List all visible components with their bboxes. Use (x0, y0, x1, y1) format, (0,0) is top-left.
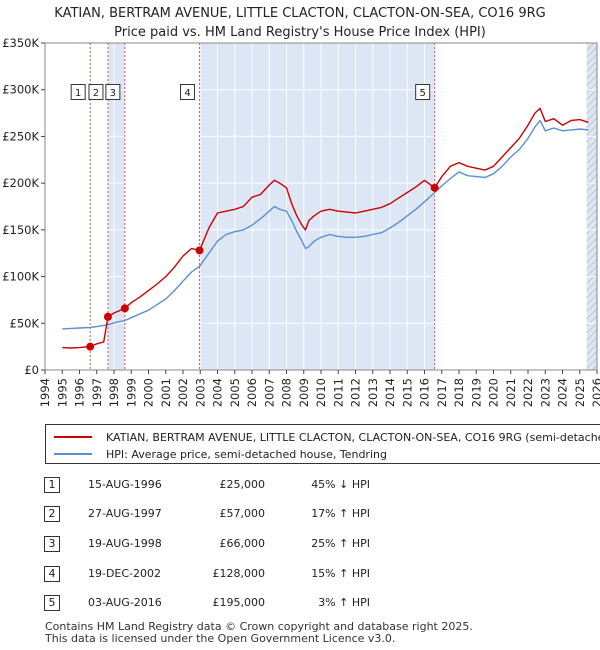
transaction-number: 3 (44, 536, 60, 552)
y-tick-label: £250K (2, 129, 39, 143)
table-row: 5 03-AUG-2016 £195,000 3% ↑ HPI (0, 594, 600, 614)
transaction-price: £195,000 (212, 596, 266, 609)
x-tick-label: 2011 (331, 378, 345, 407)
marker-box-4 (180, 84, 196, 101)
transaction-price: £66,000 (219, 537, 266, 550)
y-tick-label: £200K (2, 176, 39, 190)
sale-point-5 (430, 183, 439, 192)
x-tick-label: 1999 (124, 378, 138, 407)
transaction-price: £57,000 (219, 507, 266, 520)
marker-label-4: 4 (184, 88, 190, 99)
x-tick-label: 2017 (435, 378, 449, 407)
transaction-date: 19-DEC-2002 (88, 567, 162, 580)
y-tick-label: £150K (2, 223, 39, 237)
x-tick-label: 2025 (573, 378, 587, 407)
x-tick-label: 1996 (73, 378, 87, 407)
marker-box-1 (70, 84, 86, 101)
shaded-span (199, 43, 435, 370)
x-tick-label: 2020 (487, 378, 501, 407)
x-tick-label: 2000 (142, 378, 156, 407)
transaction-date: 27-AUG-1997 (88, 507, 162, 520)
marker-label-1: 1 (75, 88, 81, 99)
x-tick-label: 2021 (504, 378, 518, 407)
footer-copyright: Contains HM Land Registry data © Crown c… (45, 620, 473, 633)
x-tick-label: 1997 (90, 378, 104, 407)
table-row: 2 27-AUG-1997 £57,000 17% ↑ HPI (0, 505, 600, 525)
transaction-hpi-diff: 45% ↓ HPI (311, 478, 370, 491)
price-paid-line (62, 107, 589, 349)
x-tick-label: 2003 (193, 378, 207, 407)
transaction-hpi-diff: 3% ↑ HPI (318, 596, 370, 609)
x-tick-label: 2018 (452, 378, 466, 407)
x-tick-label: 2008 (280, 378, 294, 407)
transaction-hpi-diff: 25% ↑ HPI (311, 537, 370, 550)
legend-label-price-paid: KATIAN, BERTRAM AVENUE, LITTLE CLACTON, … (106, 430, 600, 444)
x-tick-label: 2022 (521, 378, 535, 407)
x-tick-label: 2004 (211, 378, 225, 407)
legend-item-hpi: HPI: Average price, semi-detached house,… (54, 446, 387, 462)
x-tick-label: 2013 (366, 378, 380, 407)
x-tick-label: 2006 (245, 378, 259, 407)
transaction-number: 5 (44, 595, 60, 611)
x-tick-label: 2010 (314, 378, 328, 407)
marker-label-2: 2 (93, 88, 99, 99)
price-chart: 1 2 3 4 5£0£50K£100K£150K£200K£250K£300K£350… (2, 36, 600, 407)
transaction-hpi-diff: 17% ↑ HPI (311, 507, 370, 520)
transaction-date: 03-AUG-2016 (88, 596, 162, 609)
x-tick-label: 1998 (107, 378, 121, 407)
transaction-price: £25,000 (219, 478, 266, 491)
y-tick-label: £0 (24, 363, 39, 377)
x-tick-label: 1995 (55, 378, 69, 407)
chart-title: KATIAN, BERTRAM AVENUE, LITTLE CLACTON, … (54, 6, 546, 21)
x-tick-label: 2007 (262, 378, 276, 407)
x-tick-label: 2002 (176, 378, 190, 407)
x-tick-label: 2019 (469, 378, 483, 407)
y-tick-label: £350K (2, 36, 39, 50)
x-tick-label: 2012 (349, 378, 363, 407)
x-tick-label: 2023 (538, 378, 552, 407)
shaded-span (107, 43, 125, 370)
table-row: 1 15-AUG-1996 £25,000 45% ↓ HPI (0, 476, 600, 496)
table-row: 4 19-DEC-2002 £128,000 15% ↑ HPI (0, 565, 600, 585)
transaction-number: 4 (44, 566, 60, 582)
x-tick-label: 2001 (159, 378, 173, 407)
hpi-line (62, 119, 589, 330)
transaction-number: 2 (44, 506, 60, 522)
x-tick-label: 1994 (38, 378, 52, 407)
marker-box-3 (105, 84, 121, 101)
transaction-hpi-diff: 15% ↑ HPI (311, 567, 370, 580)
footer-license: This data is licensed under the Open Gov… (45, 632, 396, 645)
x-tick-label: 2015 (400, 378, 414, 407)
x-tick-label: 2026 (590, 378, 600, 407)
transaction-price: £128,000 (212, 567, 266, 580)
y-tick-label: £100K (2, 270, 39, 284)
y-tick-label: £300K (2, 83, 39, 97)
legend-item-price-paid: KATIAN, BERTRAM AVENUE, LITTLE CLACTON, … (54, 429, 600, 445)
legend: KATIAN, BERTRAM AVENUE, LITTLE CLACTON, … (45, 424, 600, 464)
x-tick-label: 2005 (228, 378, 242, 407)
table-row: 3 19-AUG-1998 £66,000 25% ↑ HPI (0, 535, 600, 555)
chart-subtitle: Price paid vs. HM Land Registry's House … (114, 25, 486, 40)
legend-red-line-icon (54, 436, 92, 438)
marker-label-5: 5 (419, 88, 425, 99)
x-tick-label: 2016 (418, 378, 432, 407)
transaction-date: 19-AUG-1998 (88, 537, 162, 550)
marker-box-2 (88, 84, 104, 101)
x-tick-label: 2009 (297, 378, 311, 407)
sale-point-3 (120, 304, 129, 313)
marker-label-3: 3 (110, 88, 116, 99)
sale-point-1 (86, 342, 95, 351)
sale-point-2 (103, 312, 112, 321)
marker-box-5 (415, 84, 431, 101)
future-hatch (586, 43, 597, 370)
legend-blue-line-icon (54, 453, 92, 455)
x-tick-label: 2024 (556, 378, 570, 407)
legend-label-hpi: HPI: Average price, semi-detached house,… (106, 447, 387, 461)
y-tick-label: £50K (10, 316, 40, 330)
transaction-number: 1 (44, 477, 60, 493)
x-tick-label: 2014 (383, 378, 397, 407)
sale-point-4 (195, 246, 204, 255)
transaction-date: 15-AUG-1996 (88, 478, 162, 491)
